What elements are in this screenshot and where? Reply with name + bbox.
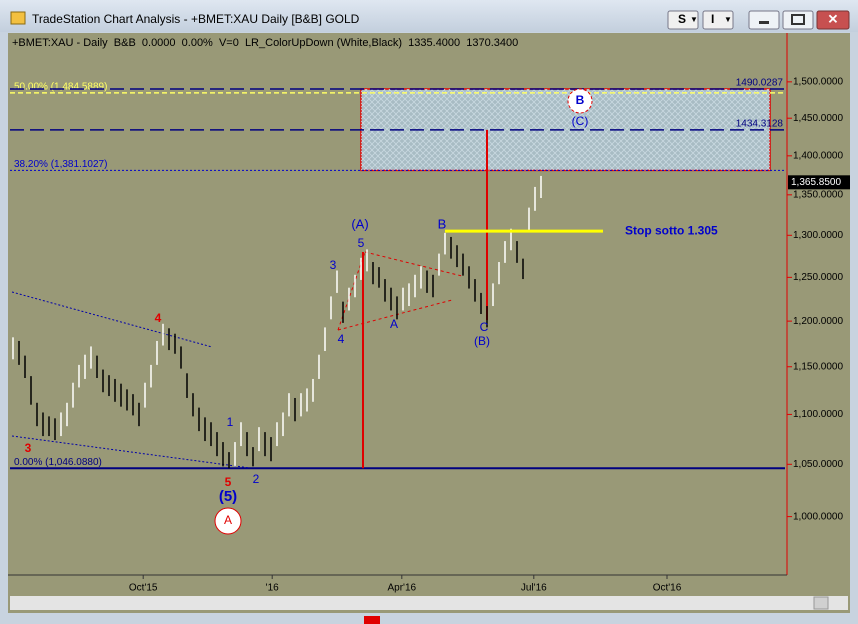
close-button[interactable] bbox=[816, 10, 850, 30]
wave-label: (A) bbox=[351, 216, 368, 231]
wave-label: 5 bbox=[358, 236, 365, 250]
y-tick-label: 1,050.0000 bbox=[793, 459, 843, 470]
wave-label: 1 bbox=[227, 415, 234, 429]
x-tick-label: Jul'16 bbox=[521, 583, 547, 594]
x-tick-label: '16 bbox=[266, 583, 279, 594]
s-button-label: S bbox=[678, 12, 686, 26]
dropdown-arrow: ▼ bbox=[724, 15, 732, 24]
y-tick-label: 1,450.0000 bbox=[793, 113, 843, 124]
fib-level-label: 0.00% (1,046.0880) bbox=[14, 457, 102, 468]
wave-label: A bbox=[224, 513, 232, 527]
triangle-line bbox=[337, 299, 453, 331]
wave-label: 4 bbox=[338, 332, 345, 346]
x-tick-label: Apr'16 bbox=[388, 583, 417, 594]
triangle-line bbox=[364, 251, 463, 277]
i-button[interactable] bbox=[702, 10, 734, 30]
wave-label: B bbox=[576, 93, 585, 107]
app-icon bbox=[10, 11, 26, 25]
wave-circle bbox=[567, 88, 593, 114]
scroll-bar[interactable] bbox=[10, 596, 848, 610]
x-tick-label: Oct'15 bbox=[129, 583, 158, 594]
window-title: TradeStation Chart Analysis - +BMET:XAU … bbox=[32, 12, 360, 26]
fib-level-label: 38.20% (1,381.1027) bbox=[14, 159, 107, 170]
wave-label: 5 bbox=[225, 475, 232, 489]
toolbar: S ▼ I ▼ ✕ bbox=[667, 10, 850, 30]
status-marker bbox=[364, 616, 380, 624]
wave-circle bbox=[214, 507, 242, 535]
last-price-tag bbox=[788, 175, 850, 190]
wave-label: 3 bbox=[330, 258, 337, 272]
y-tick-label: 1,000.0000 bbox=[793, 511, 843, 522]
maximize-button[interactable] bbox=[782, 10, 814, 30]
wave-label: 2 bbox=[253, 472, 260, 486]
y-tick-label: 1,300.0000 bbox=[793, 230, 843, 241]
y-tick-label: 1,250.0000 bbox=[793, 272, 843, 283]
fib-level-label: 1490.0287 bbox=[736, 78, 784, 89]
wave-label: 4 bbox=[155, 311, 162, 325]
y-tick-label: 1,350.0000 bbox=[793, 189, 843, 200]
i-button-label: I bbox=[711, 12, 714, 26]
dropdown-arrow: ▼ bbox=[690, 15, 698, 24]
trend-line bbox=[11, 435, 251, 469]
scroll-thumb[interactable] bbox=[813, 596, 829, 610]
y-tick-label: 1,500.0000 bbox=[793, 76, 843, 87]
trend-line bbox=[11, 291, 213, 348]
wave-label: 3 bbox=[25, 441, 32, 455]
wave-label: (5) bbox=[219, 488, 237, 505]
s-button[interactable] bbox=[667, 10, 699, 30]
wave-label: (B) bbox=[474, 334, 490, 348]
y-tick-label: 1,200.0000 bbox=[793, 316, 843, 327]
wave-label: (C) bbox=[572, 114, 589, 128]
maximize-icon bbox=[791, 14, 805, 25]
x-tick-label: Oct'16 bbox=[653, 583, 682, 594]
stop-label: Stop sotto 1.305 bbox=[625, 223, 718, 237]
y-tick-label: 1,400.0000 bbox=[793, 150, 843, 161]
y-tick-label: 1,150.0000 bbox=[793, 361, 843, 372]
chart-header: +BMET:XAU - Daily B&B 0.0000 0.00% V=0 L… bbox=[12, 37, 518, 49]
wave-label: B bbox=[438, 216, 447, 231]
last-price-label: 1,365.8500 bbox=[791, 177, 841, 188]
wave-label: A bbox=[390, 317, 398, 331]
fib-level-label: 50.00% (1,484.5889) bbox=[14, 82, 107, 93]
close-icon: ✕ bbox=[828, 11, 839, 26]
minimize-button[interactable] bbox=[748, 10, 780, 30]
y-tick-label: 1,100.0000 bbox=[793, 409, 843, 420]
wave-label: C bbox=[480, 320, 489, 334]
fib-level-label: 1434.3128 bbox=[736, 119, 784, 130]
minimize-icon bbox=[759, 21, 769, 24]
